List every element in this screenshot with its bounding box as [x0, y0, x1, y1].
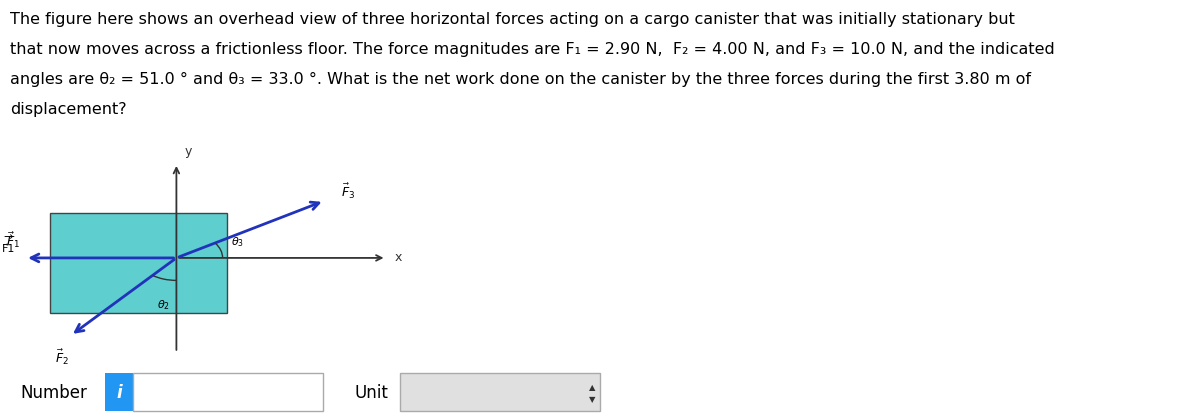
- Text: Number: Number: [20, 384, 86, 401]
- Text: x: x: [395, 251, 402, 265]
- Text: The figure here shows an overhead view of three horizontal forces acting on a ca: The figure here shows an overhead view o…: [10, 12, 1015, 27]
- Bar: [400, 373, 600, 411]
- Text: $\vec{F}_3$: $\vec{F}_3$: [341, 181, 355, 201]
- Bar: [133, 373, 323, 411]
- Text: $\vec{F}_1$: $\vec{F}_1$: [6, 231, 19, 250]
- Text: ▲: ▲: [589, 383, 595, 392]
- Text: $\theta_3$: $\theta_3$: [232, 235, 244, 249]
- Text: y: y: [185, 145, 192, 158]
- Text: that now moves across a frictionless floor. The force magnitudes are F₁ = 2.90 N: that now moves across a frictionless flo…: [10, 42, 1055, 57]
- Text: ▼: ▼: [589, 395, 595, 404]
- Text: →
F⃗1: → F⃗1: [1, 232, 16, 254]
- Text: i: i: [116, 384, 122, 401]
- Text: displacement?: displacement?: [10, 102, 127, 117]
- Bar: [50, 213, 227, 313]
- Text: $\theta_2$: $\theta_2$: [157, 298, 170, 312]
- Text: angles are θ₂ = 51.0 ° and θ₃ = 33.0 °. What is the net work done on the caniste: angles are θ₂ = 51.0 ° and θ₃ = 33.0 °. …: [10, 72, 1031, 87]
- Text: $\vec{F}_2$: $\vec{F}_2$: [55, 348, 70, 367]
- Text: Unit: Unit: [355, 384, 389, 401]
- Bar: [106, 373, 133, 411]
